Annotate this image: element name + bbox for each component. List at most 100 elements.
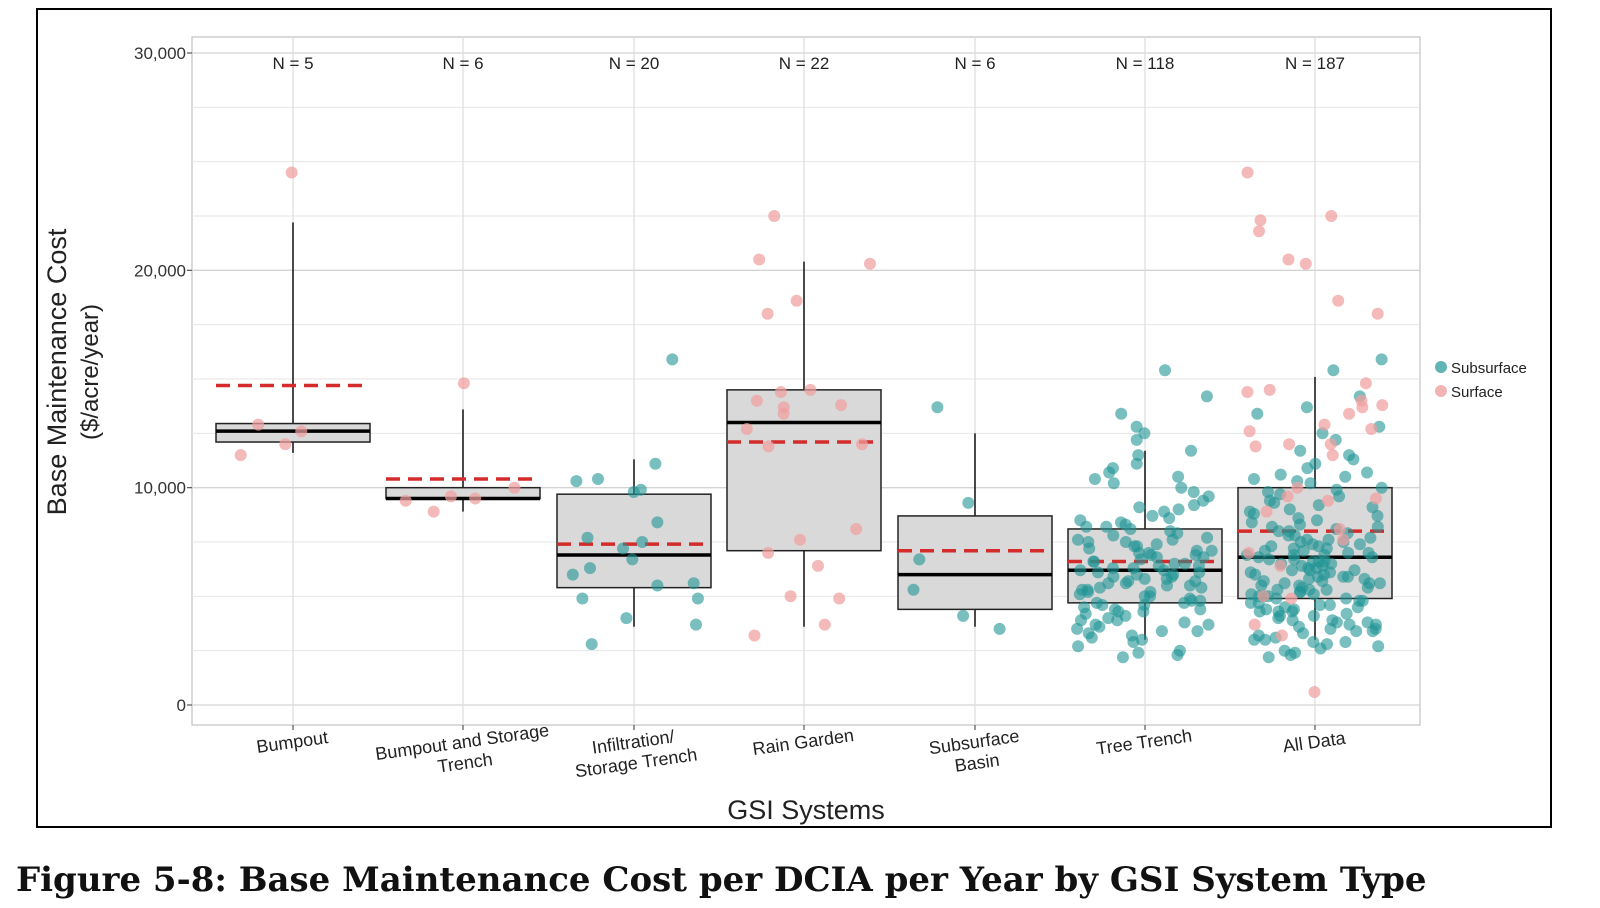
point-subsurface	[1324, 566, 1336, 579]
point-subsurface	[570, 475, 583, 488]
point-subsurface	[1300, 401, 1313, 414]
point-subsurface	[1373, 577, 1386, 590]
point-subsurface	[1320, 583, 1333, 596]
point-surface	[1324, 438, 1337, 451]
point-surface	[1242, 546, 1255, 559]
point-subsurface	[1159, 364, 1171, 377]
point-subsurface	[651, 579, 664, 592]
n-label: N = 22	[779, 54, 830, 73]
point-subsurface	[1107, 529, 1120, 542]
point-surface	[835, 399, 848, 412]
point-subsurface	[1306, 538, 1319, 551]
point-surface	[1365, 423, 1378, 435]
chart: 0 10,000 20,000 30,000 N = 5 Bumpout N = 6 Bump…	[42, 36, 1527, 825]
point-subsurface	[691, 592, 704, 605]
point-surface	[399, 494, 412, 507]
point-subsurface	[1340, 592, 1353, 605]
point-subsurface	[1201, 531, 1214, 544]
point-subsurface	[1146, 509, 1159, 522]
point-subsurface	[1102, 612, 1115, 625]
point-surface	[1263, 383, 1276, 396]
point-subsurface	[1152, 559, 1165, 572]
point-subsurface	[1274, 609, 1286, 622]
point-surface	[1249, 440, 1262, 453]
point-subsurface	[1155, 625, 1168, 638]
point-subsurface	[1330, 616, 1343, 629]
point-subsurface	[1297, 544, 1310, 557]
point-subsurface	[1080, 520, 1093, 533]
point-subsurface	[1087, 555, 1100, 568]
point-subsurface	[1197, 494, 1210, 507]
point-subsurface	[1353, 538, 1366, 551]
point-subsurface	[1294, 444, 1307, 457]
point-surface	[1326, 449, 1339, 462]
point-subsurface	[1178, 596, 1191, 609]
point-surface	[1248, 618, 1261, 631]
legend-subsurface-marker	[1435, 361, 1447, 373]
point-subsurface	[1175, 481, 1188, 494]
point-subsurface	[1249, 568, 1262, 581]
point-subsurface	[1072, 640, 1085, 653]
point-subsurface	[1074, 564, 1087, 577]
n-label: N = 20	[609, 54, 660, 73]
point-subsurface	[1178, 557, 1191, 570]
point-surface	[1343, 407, 1356, 420]
point-subsurface	[1375, 481, 1388, 494]
x-tick-label: Infiltration/Storage Trench	[574, 726, 699, 781]
point-subsurface	[1257, 575, 1270, 588]
point-subsurface	[1134, 553, 1147, 566]
point-subsurface	[1351, 601, 1364, 614]
x-tick-label-line: Bumpout	[255, 727, 329, 757]
point-subsurface	[1194, 594, 1207, 607]
point-subsurface	[1270, 592, 1283, 605]
y-tick-label: 10,000	[134, 479, 186, 498]
point-subsurface	[687, 577, 700, 590]
y-axis-title-line1: Base Maintenance Cost	[42, 228, 72, 515]
point-subsurface	[1278, 577, 1291, 590]
point-subsurface	[1124, 523, 1137, 535]
point-subsurface	[636, 536, 649, 548]
point-subsurface	[651, 516, 664, 529]
point-surface	[794, 533, 806, 546]
point-surface	[740, 423, 753, 435]
point-subsurface	[690, 618, 702, 631]
point-surface	[856, 438, 868, 451]
point-subsurface	[1093, 581, 1106, 594]
point-subsurface	[1178, 616, 1191, 629]
point-subsurface	[1339, 636, 1352, 648]
point-subsurface	[1340, 607, 1353, 620]
point-surface	[444, 490, 457, 503]
point-surface	[812, 559, 824, 572]
point-surface	[1282, 253, 1295, 266]
point-subsurface	[1127, 636, 1140, 648]
point-surface	[252, 418, 265, 431]
legend-subsurface-label: Subsurface	[1451, 360, 1527, 377]
n-label: N = 5	[272, 54, 313, 73]
point-subsurface	[1137, 605, 1150, 618]
point-subsurface	[1258, 544, 1271, 557]
point-subsurface	[1133, 501, 1146, 514]
point-surface	[1291, 481, 1304, 494]
point-subsurface	[1288, 553, 1301, 566]
y-axis-title: Base Maintenance Cost ($/acre/year)	[42, 228, 104, 515]
point-surface	[762, 440, 775, 453]
point-surface	[427, 505, 440, 518]
y-tick-label: 30,000	[134, 44, 186, 63]
point-subsurface	[1303, 583, 1316, 596]
point-subsurface	[666, 353, 679, 366]
n-label: N = 6	[954, 54, 995, 73]
x-axis-title: GSI Systems	[727, 795, 885, 825]
point-subsurface	[581, 531, 594, 544]
point-subsurface	[1188, 499, 1200, 512]
point-subsurface	[1303, 564, 1316, 577]
point-surface	[768, 210, 781, 222]
point-surface	[1332, 294, 1345, 307]
point-subsurface	[1195, 581, 1208, 594]
x-tick-label-line: All Data	[1282, 728, 1348, 757]
point-subsurface	[1342, 546, 1355, 559]
point-subsurface	[1200, 390, 1213, 403]
point-subsurface	[585, 638, 598, 651]
point-subsurface	[1132, 646, 1145, 659]
